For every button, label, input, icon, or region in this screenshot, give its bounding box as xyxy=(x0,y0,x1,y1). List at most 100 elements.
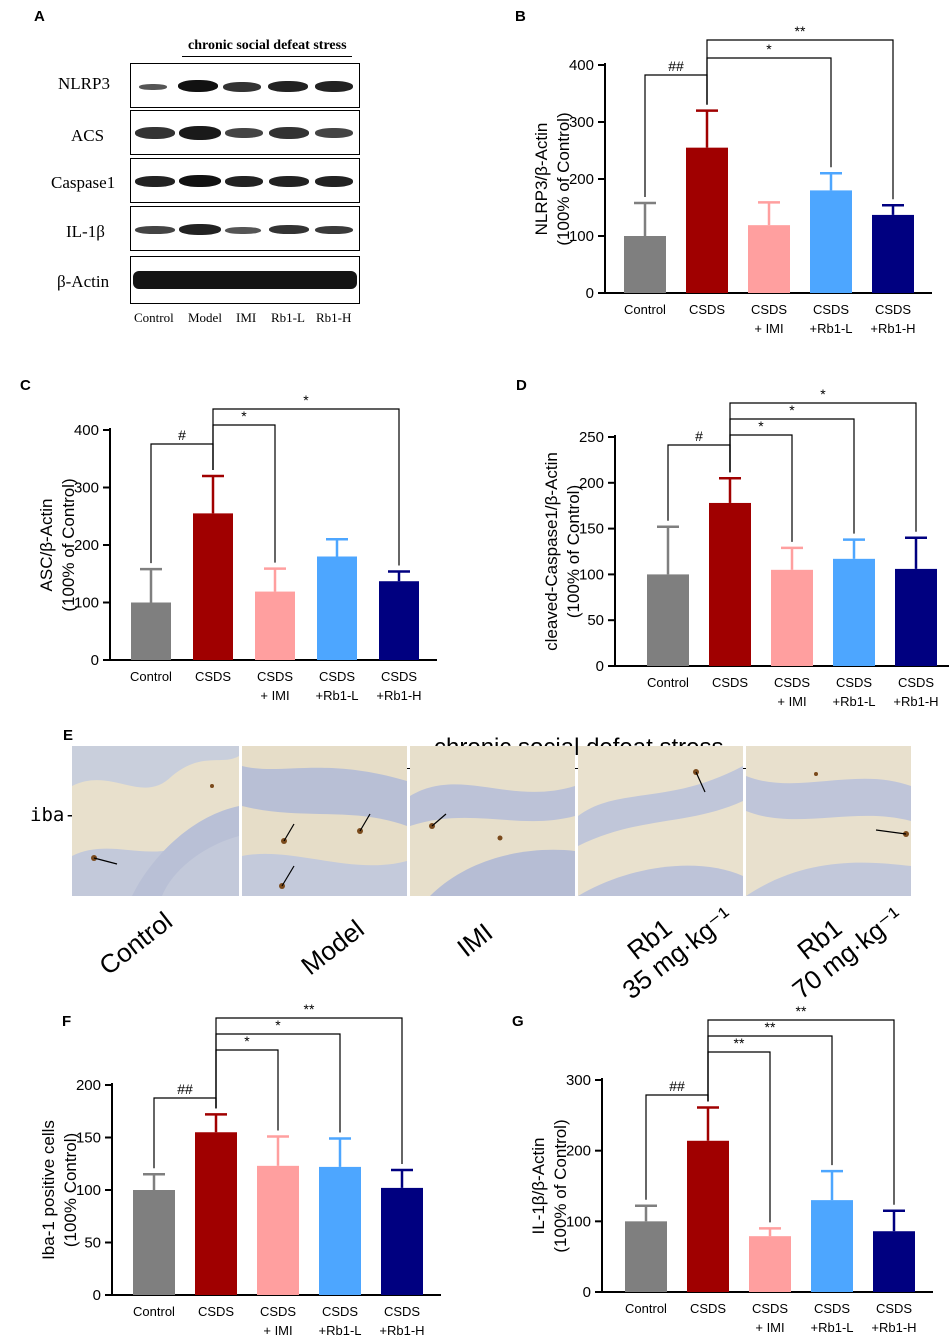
lane-label-control: Control xyxy=(134,310,174,325)
x-tick-label: +Rb1-H xyxy=(871,1320,916,1335)
x-tick-label: + IMI xyxy=(260,688,289,703)
significance-label: * xyxy=(789,402,795,418)
significance-label: * xyxy=(241,408,247,424)
band xyxy=(268,81,308,92)
significance-label: * xyxy=(303,392,309,408)
y-tick-label: 200 xyxy=(566,1143,591,1160)
lane-label-rb1h: Rb1-H xyxy=(316,310,352,325)
significance-bracket xyxy=(215,1017,403,1165)
band xyxy=(269,176,309,187)
x-tick-label: CSDS xyxy=(195,669,231,684)
panel-label-b: B xyxy=(515,8,526,25)
blot-header: chronic social defeat stress xyxy=(188,38,347,53)
x-tick-label: CSDS xyxy=(712,675,748,690)
histology-label-line1: Model xyxy=(295,913,370,981)
significance-label: ** xyxy=(765,1019,776,1035)
y-tick-label: 200 xyxy=(74,537,99,554)
x-tick-label: CSDS xyxy=(898,675,934,690)
x-tick-label: CSDS xyxy=(774,675,810,690)
significance-bracket xyxy=(706,39,894,200)
band xyxy=(135,127,175,139)
x-tick-label: CSDS xyxy=(198,1304,234,1319)
bar xyxy=(872,214,914,293)
lane-label-imi: IMI xyxy=(236,310,257,325)
blot-strip-nlrp3 xyxy=(130,63,360,108)
bar xyxy=(193,513,233,660)
significance-label: * xyxy=(244,1033,250,1049)
x-tick-label: + IMI xyxy=(263,1323,292,1338)
histology-label-model: Model xyxy=(295,913,370,981)
x-tick-label: CSDS xyxy=(836,675,872,690)
x-tick-label: CSDS xyxy=(384,1304,420,1319)
bar xyxy=(257,1165,299,1295)
bar-chart-d: 0 50 100 150 200 250 cleaved-Caspase1/β-Actin(… xyxy=(542,386,949,709)
blot-label-nlrp3: NLRP3 xyxy=(58,74,110,93)
y-tick-label: 200 xyxy=(579,475,604,492)
significance-label: ## xyxy=(177,1081,193,1097)
significance-bracket xyxy=(212,408,400,566)
bar xyxy=(624,236,666,293)
micrograph-rb1-70 xyxy=(746,746,911,896)
panel-label-g: G xyxy=(512,1013,524,1030)
y-tick-label: 0 xyxy=(583,1284,591,1301)
micrograph-rb1-35 xyxy=(578,746,743,896)
panel-label-a: A xyxy=(34,8,45,25)
bar xyxy=(379,581,419,660)
blot-label-acs: ACS xyxy=(71,126,105,145)
micrograph-model xyxy=(242,746,407,896)
y-tick-label: 150 xyxy=(76,1130,101,1147)
blot-label-caspase1: Caspase1 xyxy=(51,173,116,192)
y-tick-label: 0 xyxy=(586,285,594,302)
band xyxy=(269,225,309,234)
bar-chart-f: 0 50 100 150 200 Iba-1 positive cells (100% Co… xyxy=(39,1001,441,1338)
x-tick-label: CSDS xyxy=(257,669,293,684)
band xyxy=(315,226,353,234)
band xyxy=(179,224,221,235)
x-tick-label: CSDS xyxy=(319,669,355,684)
bar xyxy=(647,574,689,666)
significance-label: # xyxy=(695,428,703,444)
x-tick-label: CSDS xyxy=(875,302,911,317)
bar xyxy=(709,502,751,666)
bar xyxy=(133,1190,175,1295)
band xyxy=(133,271,357,289)
y-tick-label: 50 xyxy=(84,1235,101,1252)
y-tick-label: 300 xyxy=(566,1072,591,1089)
micrograph-imi xyxy=(410,746,575,896)
blot-strip-caspase1 xyxy=(130,158,360,203)
blot-strip-acs xyxy=(130,110,360,155)
x-tick-label: CSDS xyxy=(381,669,417,684)
bar xyxy=(686,147,728,293)
lane-label-model: Model xyxy=(188,310,222,325)
bar xyxy=(749,1236,791,1292)
bar xyxy=(131,602,171,660)
y-tick-label: 0 xyxy=(596,658,604,675)
x-tick-label: CSDS xyxy=(751,302,787,317)
x-tick-label: +Rb1-L xyxy=(811,1320,854,1335)
panel-label-f: F xyxy=(62,1013,72,1030)
x-tick-label: CSDS xyxy=(690,1301,726,1316)
significance-label: ** xyxy=(734,1035,745,1051)
blot-strip-actin xyxy=(130,256,360,304)
significance-label: # xyxy=(178,427,186,443)
blot-header-line xyxy=(182,56,352,57)
histology-label-rb1-35: Rb1 35 mg·kg⁻¹ xyxy=(600,879,739,1005)
bar xyxy=(771,569,813,666)
blot-label-actin: β-Actin xyxy=(57,272,110,291)
significance-label: ## xyxy=(668,58,684,74)
bar xyxy=(873,1231,915,1292)
x-tick-label: +Rb1-H xyxy=(870,321,915,336)
y-tick-label: 100 xyxy=(579,566,604,583)
band xyxy=(135,176,175,187)
y-axis-label: (100% of Control) xyxy=(59,478,78,611)
x-tick-label: +Rb1-H xyxy=(893,694,938,709)
histology-label-line1: IMI xyxy=(451,916,499,963)
bar xyxy=(195,1132,237,1295)
y-tick-label: 200 xyxy=(569,171,594,188)
histology-label-control: Control xyxy=(93,906,178,981)
blot-strip-il1b xyxy=(130,206,360,251)
panel-label-e: E xyxy=(63,727,74,744)
x-tick-label: + IMI xyxy=(755,1320,784,1335)
band xyxy=(178,80,218,92)
band xyxy=(179,175,221,187)
